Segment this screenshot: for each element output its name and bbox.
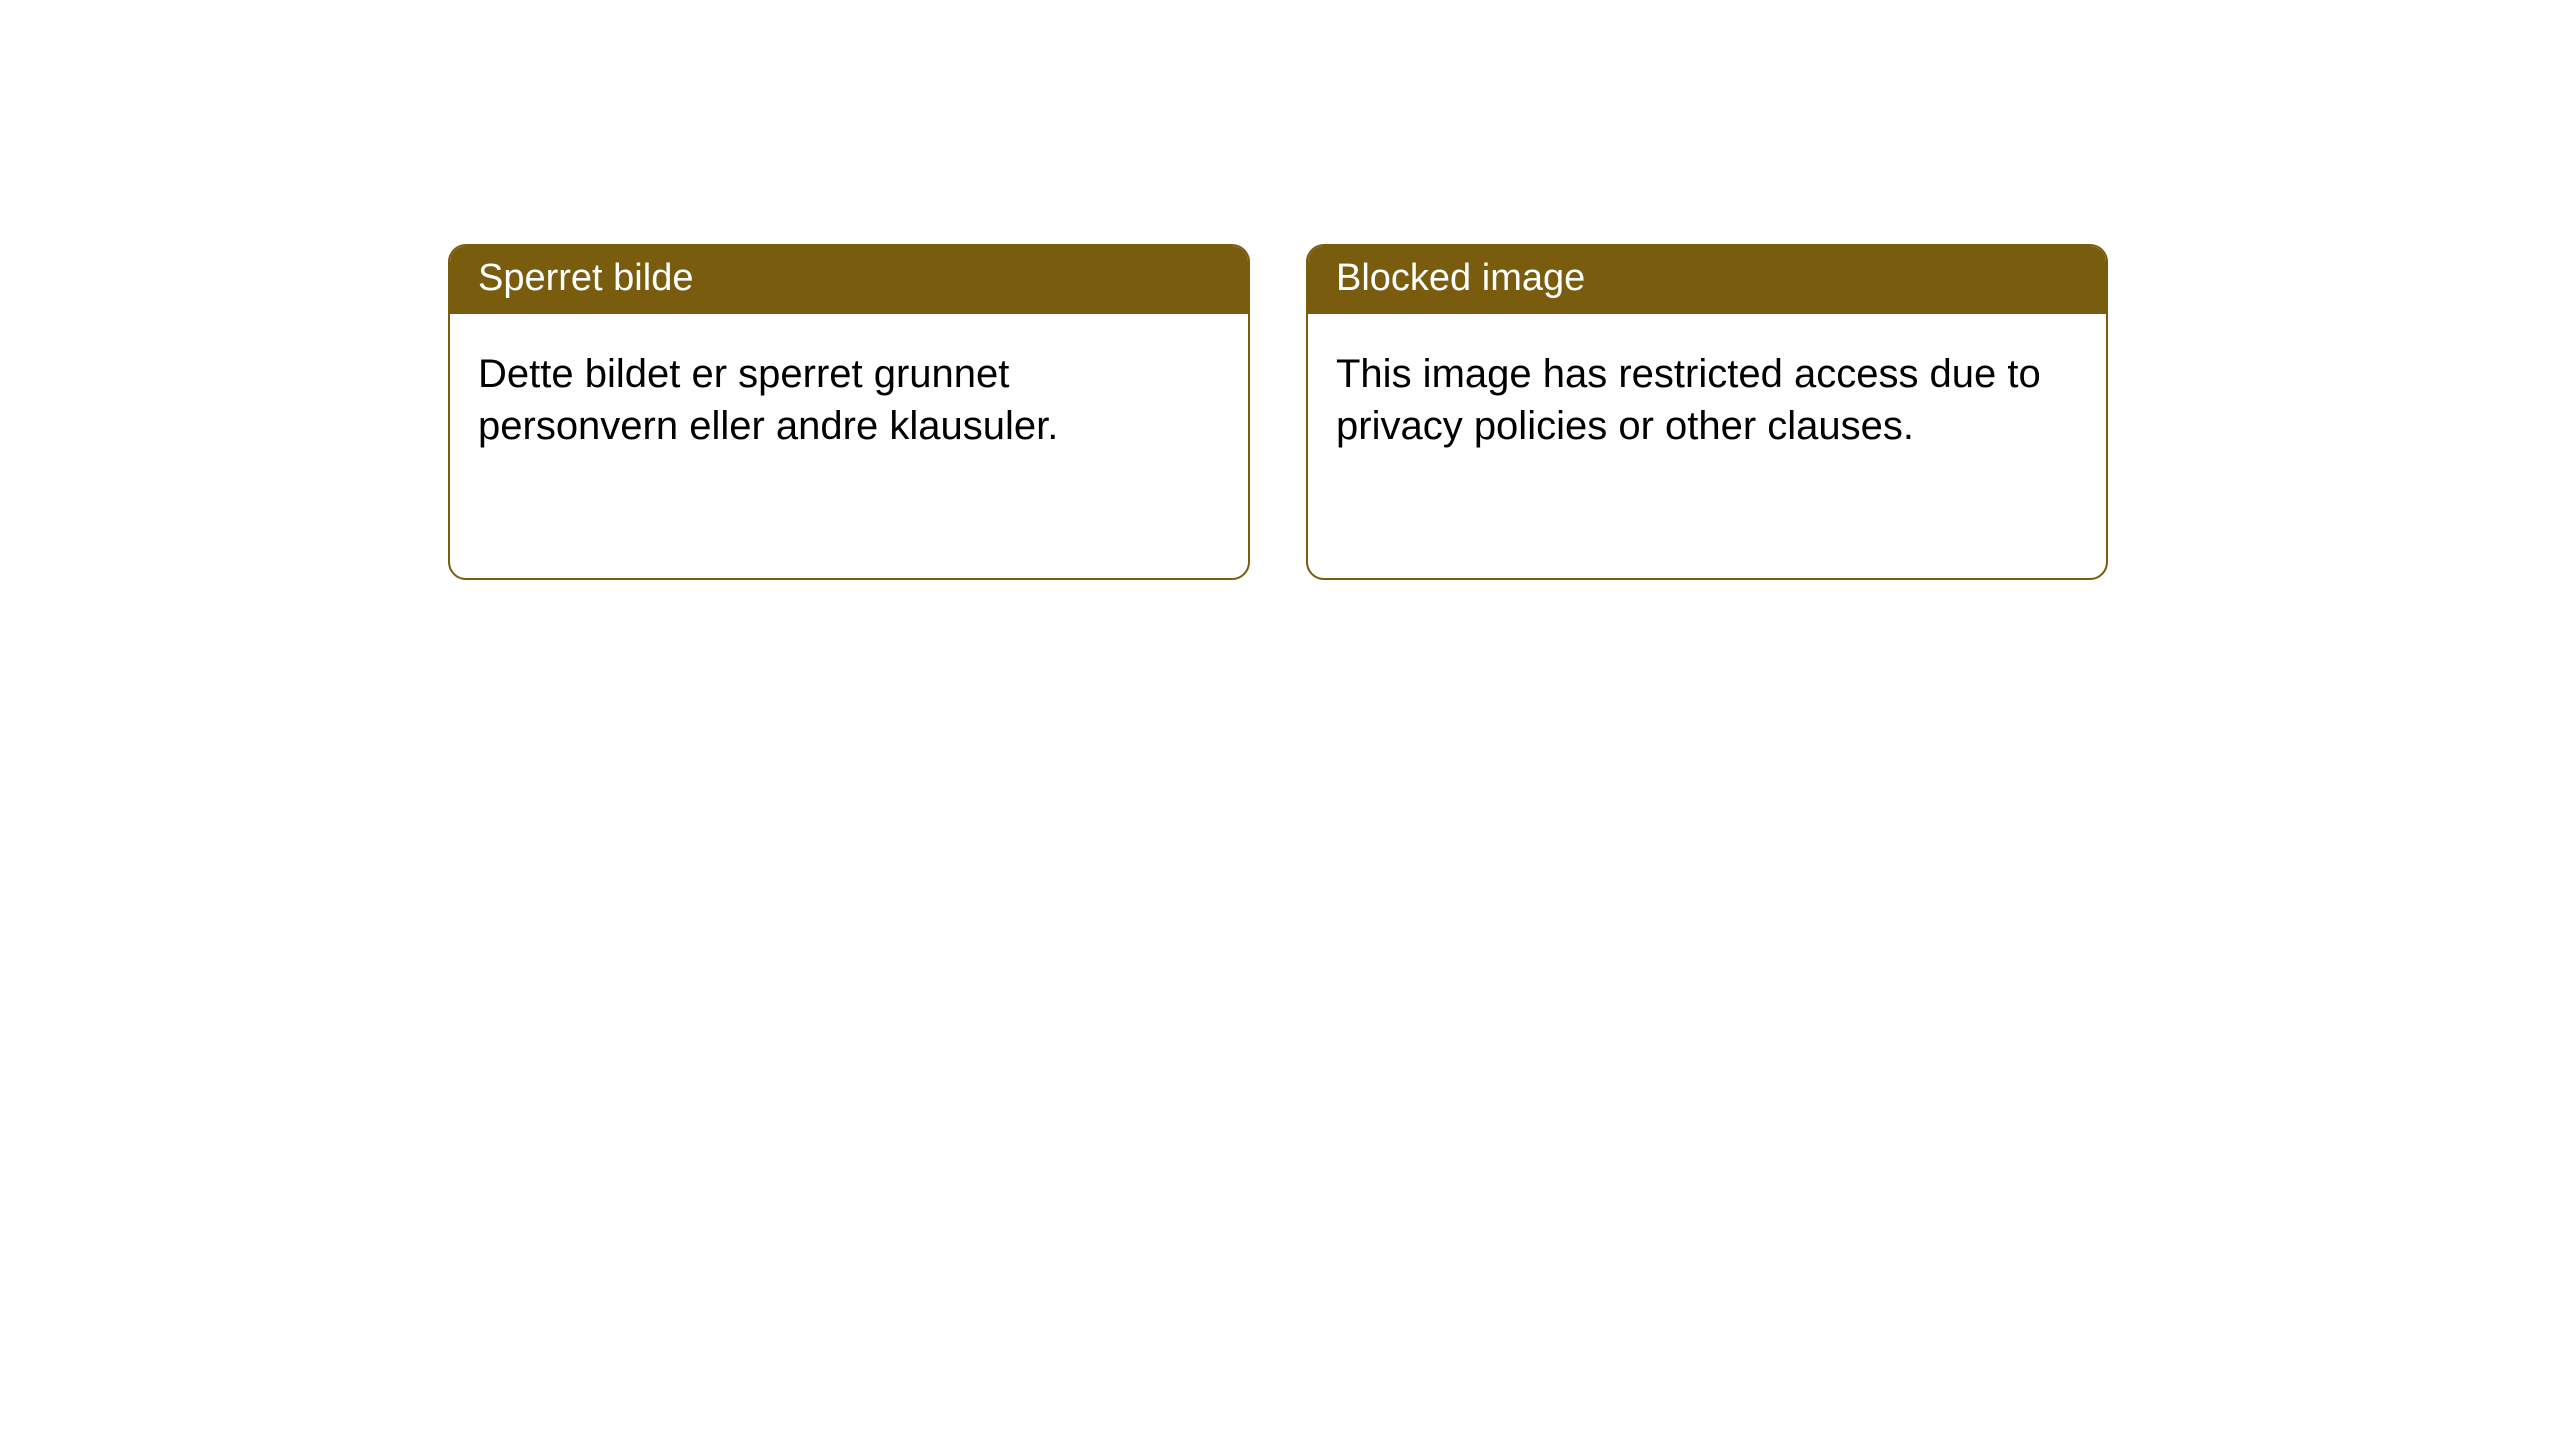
notice-container: Sperret bilde Dette bildet er sperret gr… bbox=[0, 0, 2560, 580]
notice-card-english: Blocked image This image has restricted … bbox=[1306, 244, 2108, 580]
notice-body: This image has restricted access due to … bbox=[1308, 314, 2106, 486]
notice-card-norwegian: Sperret bilde Dette bildet er sperret gr… bbox=[448, 244, 1250, 580]
notice-header: Sperret bilde bbox=[450, 246, 1248, 314]
notice-header: Blocked image bbox=[1308, 246, 2106, 314]
notice-body: Dette bildet er sperret grunnet personve… bbox=[450, 314, 1248, 486]
